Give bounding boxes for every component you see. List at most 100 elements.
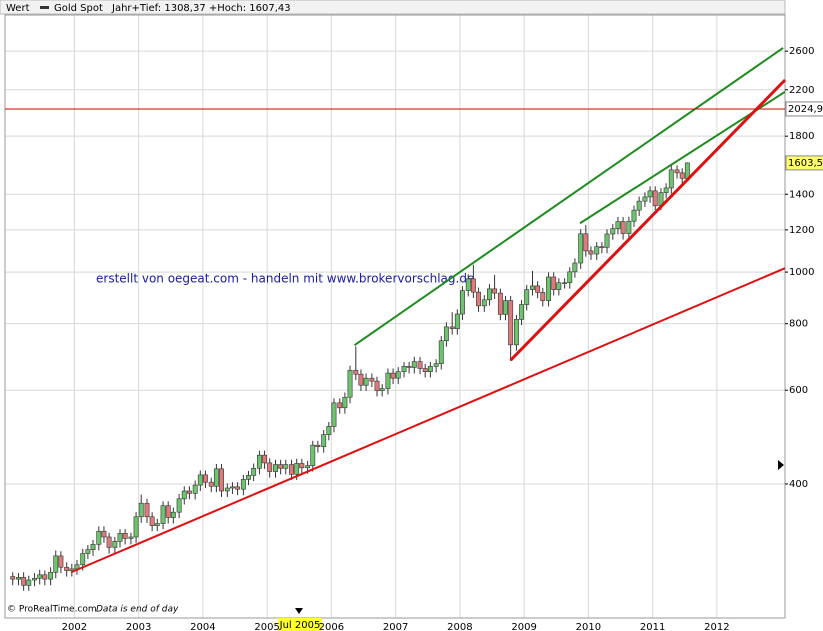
candle-body (503, 300, 508, 315)
candle-body (273, 464, 278, 472)
candle-body (58, 555, 64, 568)
candle-body (476, 291, 481, 307)
candle-body (481, 299, 487, 307)
candle-body (101, 530, 107, 538)
candle-body (465, 278, 471, 291)
candle-body (369, 377, 375, 382)
y-tick-label: 1000 (789, 267, 814, 278)
candle-body (138, 502, 144, 518)
candle-body (460, 290, 465, 315)
candle-body (32, 577, 37, 581)
candle-body (540, 292, 546, 301)
candle-body (390, 372, 396, 379)
candle-body (358, 373, 364, 386)
candle-body (417, 361, 423, 369)
header-bar (0, 0, 786, 15)
candle-body (433, 363, 439, 367)
candle-body (283, 464, 289, 469)
candle-body (85, 549, 91, 554)
candle-body (492, 288, 498, 294)
candle-body (615, 221, 621, 229)
candle-body (663, 187, 669, 193)
candle-body (674, 169, 680, 174)
candle-body (144, 502, 150, 518)
candle-body (470, 278, 476, 293)
candle-body (160, 505, 166, 524)
candle-body (69, 568, 75, 571)
stats: Jahr+Tief: 1308,37 +Hoch: 1607,43 (111, 3, 291, 14)
cursor-arrow (295, 608, 303, 614)
candle-body (133, 516, 139, 538)
candle-body (240, 479, 246, 490)
candle-body (524, 289, 530, 305)
candle-body (422, 368, 428, 372)
candle-body (262, 454, 268, 464)
trend-line (70, 267, 786, 574)
candle-body (64, 566, 70, 571)
candle-body (578, 233, 584, 264)
price-label-box (785, 101, 823, 117)
x-tick-label: 2007 (383, 622, 408, 631)
candle-body (10, 576, 16, 580)
y-tick-label: 400 (789, 479, 808, 490)
candle-body (208, 481, 214, 487)
candle-body (427, 366, 433, 372)
candle-body (599, 246, 605, 249)
candle-body (337, 402, 343, 409)
candle-body (37, 574, 43, 579)
candle-body (374, 380, 380, 391)
credit: © ProRealTime.com (7, 605, 97, 615)
candle-body (551, 276, 557, 290)
candle-body (454, 313, 460, 329)
candle-body (519, 304, 525, 320)
candle-body (331, 402, 337, 427)
y-tick-label: 1400 (789, 189, 814, 200)
candle-body (572, 262, 578, 273)
candle-body (642, 196, 648, 202)
candle-body (668, 169, 674, 189)
candle-body (251, 467, 257, 476)
x-tick-label: 2005 (254, 622, 279, 631)
candle-body (230, 486, 235, 489)
y-tick-label: 1800 (789, 131, 814, 142)
candle-body (379, 388, 385, 391)
x-tick-label: 2010 (576, 622, 601, 631)
cursor-label: Jul 2005 (279, 620, 321, 631)
candle-body (122, 533, 128, 539)
candle-body (246, 475, 251, 480)
candle-body (21, 577, 27, 586)
candle-body (647, 190, 653, 198)
candle-body (497, 292, 503, 315)
y-tick-label: 800 (789, 319, 808, 330)
candle-body (610, 228, 616, 235)
candle-body (26, 579, 32, 586)
legend-swatch (40, 6, 49, 9)
candle-body (443, 326, 449, 342)
candle-body (342, 396, 348, 409)
x-tick-label: 2003 (126, 622, 151, 631)
candle-body (219, 468, 224, 492)
candle-body (562, 282, 568, 285)
credit-note: Data is end of day (96, 605, 179, 615)
x-tick-label: 2006 (319, 622, 344, 631)
candle-body (594, 246, 600, 255)
candle-body (213, 468, 219, 487)
candle-body (42, 574, 48, 580)
candle-body (48, 571, 54, 580)
candle-body (278, 464, 284, 469)
x-tick-label: 2011 (640, 622, 665, 631)
candle-body (620, 221, 626, 234)
candle-body (112, 541, 118, 548)
x-tick-label: 2004 (190, 622, 215, 631)
candle-body (353, 369, 359, 375)
candle-body (684, 162, 690, 179)
candle-body (203, 474, 208, 483)
legend-entry: Gold Spot (54, 3, 103, 14)
candle-body (567, 271, 573, 284)
candle-body (487, 288, 492, 301)
candle-body (604, 233, 610, 248)
candle-body (235, 486, 241, 490)
axis-arrow (778, 460, 784, 470)
candle-body (90, 544, 96, 550)
